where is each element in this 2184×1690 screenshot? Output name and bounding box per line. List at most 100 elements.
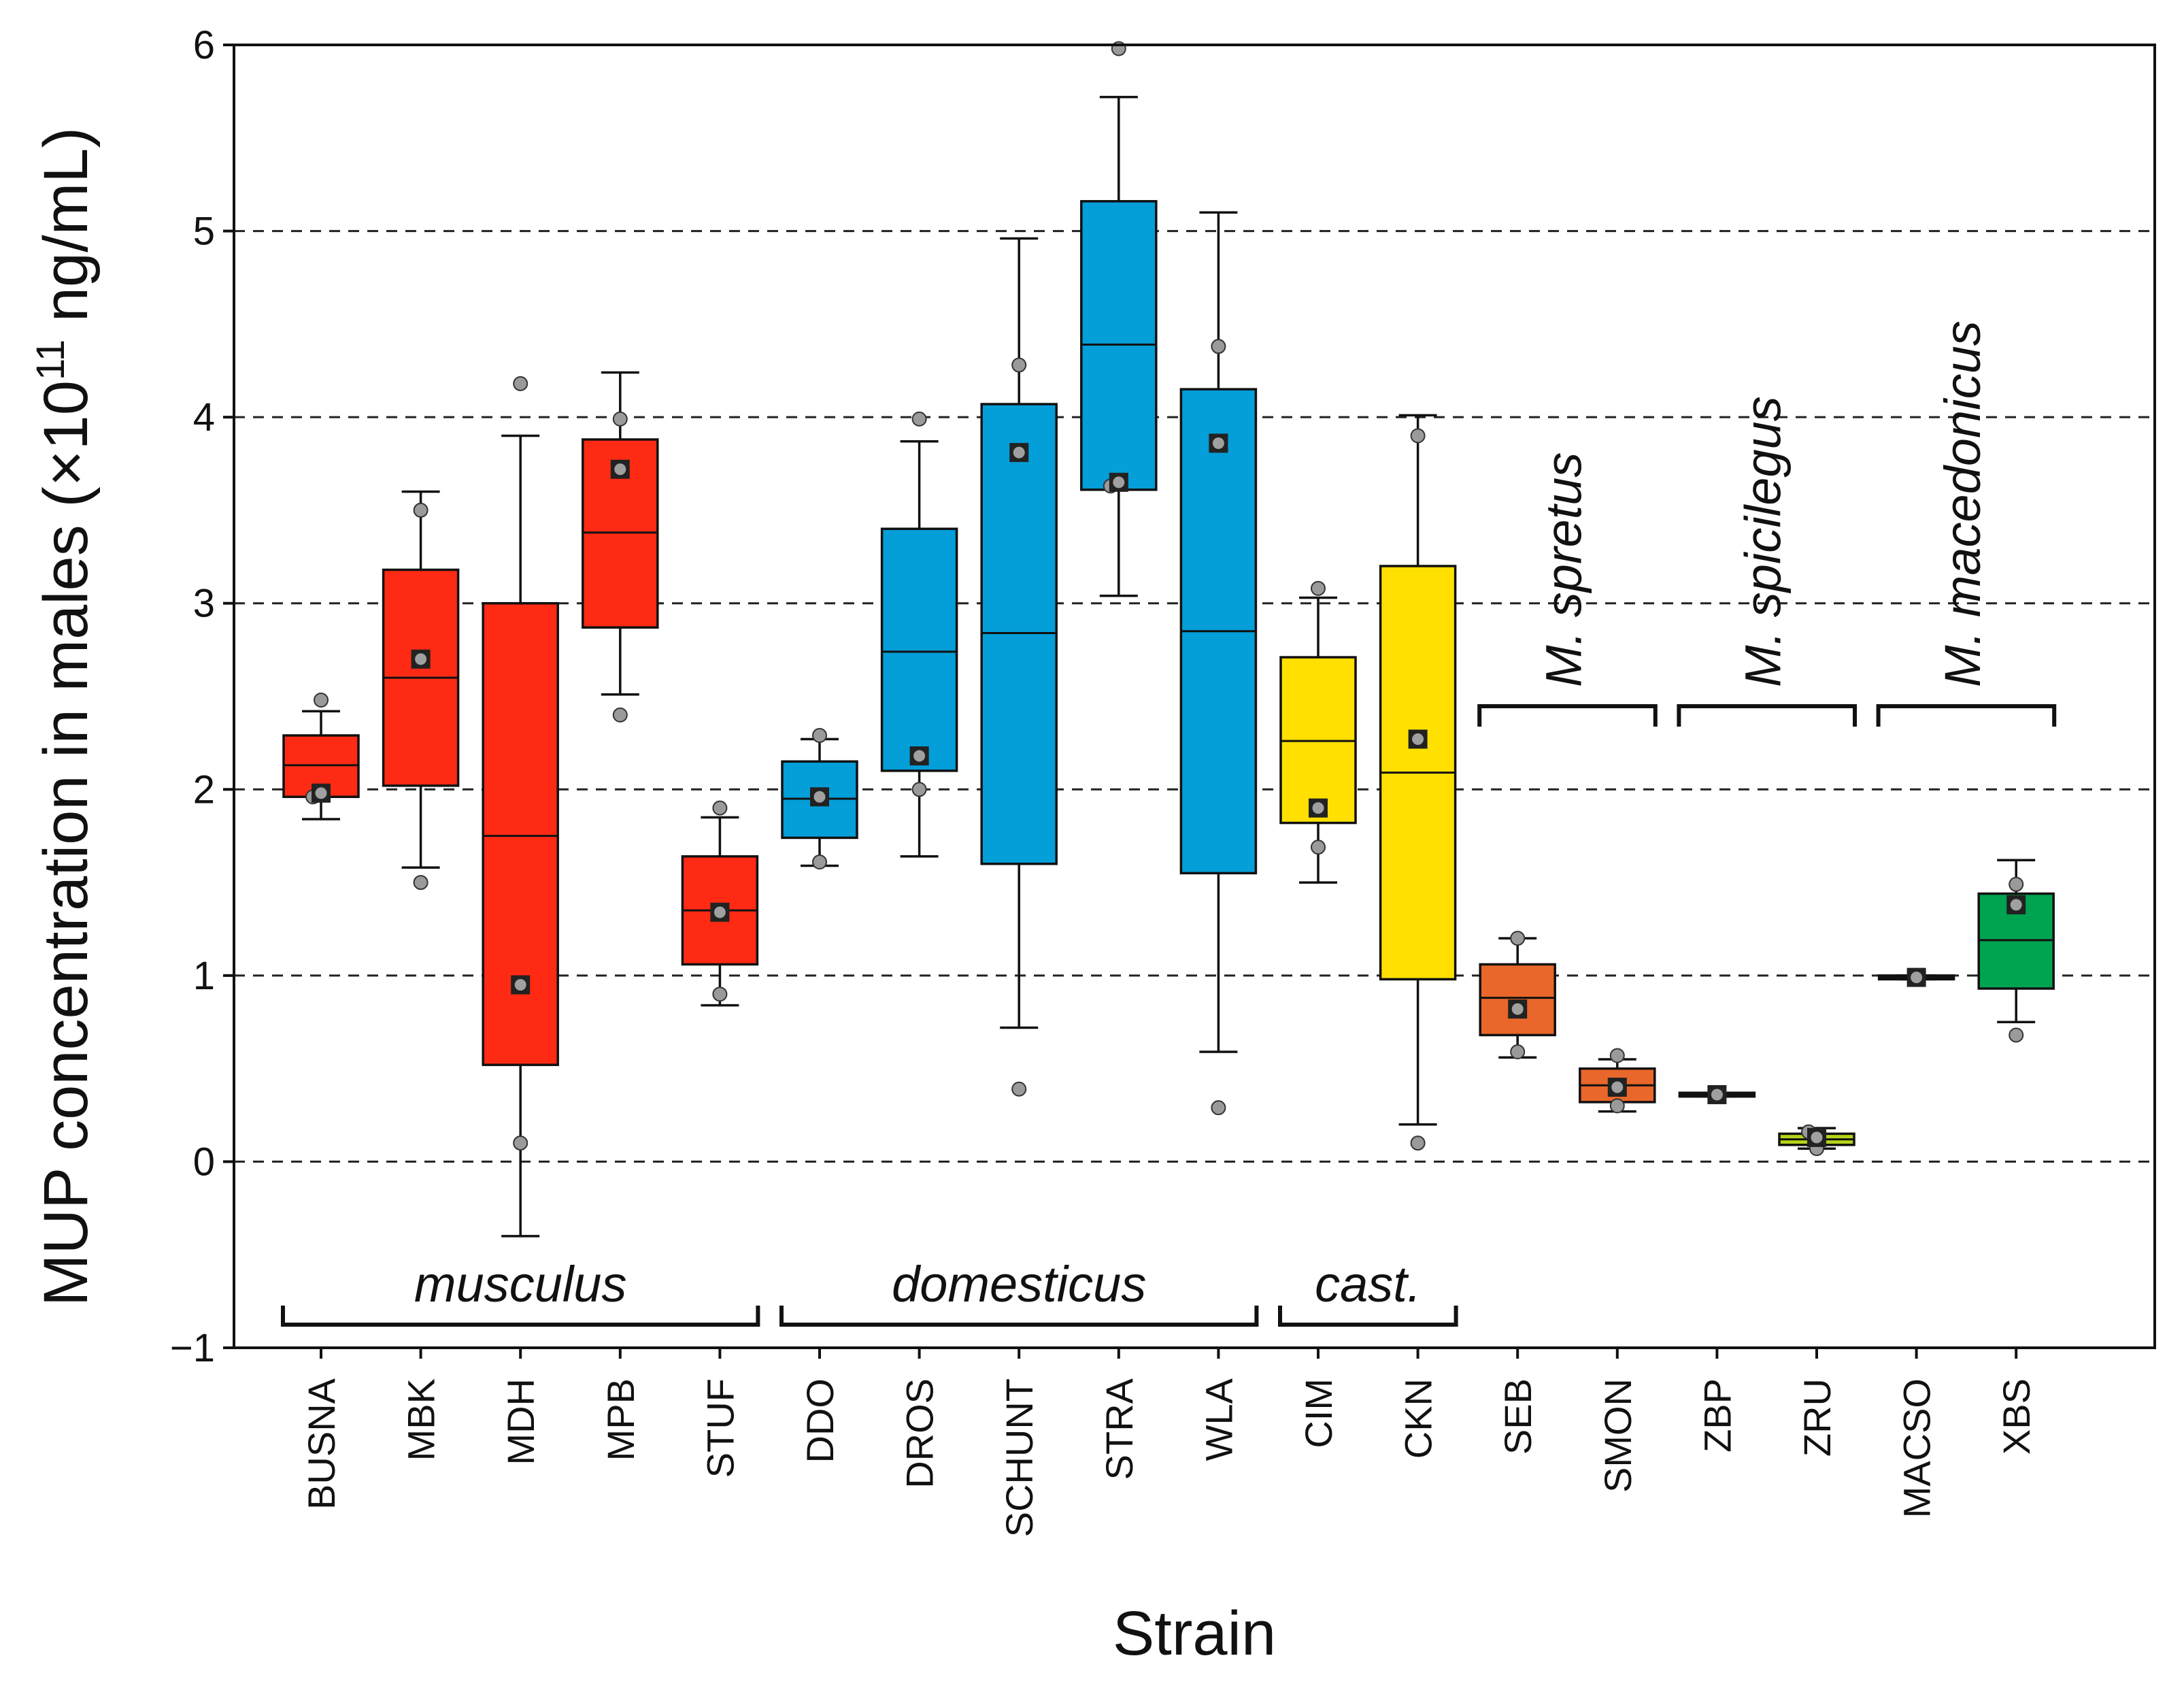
data-point bbox=[1211, 339, 1226, 354]
data-point bbox=[1410, 428, 1426, 444]
y-axis-title: MUP concentration in males (×1011 ng/mL) bbox=[29, 127, 101, 1306]
data-point bbox=[712, 800, 728, 816]
box-mbk bbox=[382, 490, 460, 891]
group-brackets: musculus domesticus cast. M. spretus M. spic… bbox=[281, 320, 2057, 1327]
data-point bbox=[1211, 1100, 1226, 1116]
box-ddo bbox=[781, 727, 858, 869]
mean-dot bbox=[315, 787, 327, 799]
mean-dot bbox=[1412, 733, 1424, 745]
box-stuf bbox=[681, 800, 759, 1007]
data-point bbox=[1011, 357, 1027, 373]
box-xbs bbox=[1977, 859, 2055, 1043]
bracket-line bbox=[1876, 704, 2057, 727]
bracket-mspretus: M. spretus bbox=[1477, 452, 1658, 727]
y-tick-label: 4 bbox=[193, 395, 215, 440]
y-axis-title-end: ng/mL) bbox=[31, 127, 101, 339]
box-wla bbox=[1179, 211, 1258, 1116]
box-dros bbox=[880, 411, 958, 858]
x-tick-label-macso: MACSO bbox=[1896, 1378, 1938, 1518]
box-mdh bbox=[482, 376, 559, 1238]
y-axis-title-main: MUP concentration in males (×10 bbox=[31, 380, 101, 1306]
y-tick-label: −1 bbox=[170, 1326, 215, 1370]
data-point bbox=[1311, 840, 1326, 855]
y-tick-label: 5 bbox=[193, 210, 215, 254]
plot-frame bbox=[233, 44, 2156, 1349]
data-point bbox=[1609, 1048, 1625, 1063]
bracket-line bbox=[1677, 704, 1857, 727]
data-point bbox=[2009, 876, 2024, 892]
bracket-label: M. spretus bbox=[1536, 452, 1592, 687]
mean-dot bbox=[1113, 476, 1125, 488]
bracket-label: M. macedonicus bbox=[1934, 320, 1991, 687]
x-tick-label-seb: SEB bbox=[1496, 1378, 1539, 1455]
data-point bbox=[612, 707, 628, 723]
data-point bbox=[413, 875, 429, 891]
x-tick-label-busna: BUSNA bbox=[300, 1378, 343, 1510]
box-mpb bbox=[582, 371, 659, 723]
data-point bbox=[1609, 1098, 1625, 1114]
y-tick-label: 6 bbox=[193, 23, 215, 67]
bracket-mspicilegus: M. spicilegus bbox=[1677, 396, 1857, 727]
box-cim bbox=[1279, 580, 1357, 884]
data-point bbox=[413, 502, 429, 518]
box-rect bbox=[482, 601, 559, 1066]
y-tick-label: 0 bbox=[193, 1140, 215, 1184]
box-macso bbox=[1877, 967, 1955, 987]
data-point bbox=[314, 692, 329, 708]
x-tick-label-zbp: ZBP bbox=[1696, 1378, 1738, 1453]
x-tick-label-dros: DROS bbox=[898, 1378, 941, 1489]
mean-dot bbox=[2010, 899, 2022, 911]
data-point bbox=[1510, 1044, 1526, 1060]
box-busna bbox=[282, 692, 360, 821]
box-ckn bbox=[1379, 414, 1457, 1151]
bracket-line bbox=[281, 1306, 760, 1327]
data-point bbox=[1311, 580, 1326, 596]
x-tick-label-xbs: XBS bbox=[1995, 1378, 2038, 1455]
data-point bbox=[812, 727, 827, 743]
box-seb bbox=[1479, 931, 1556, 1060]
x-tick-label-wla: WLA bbox=[1197, 1378, 1240, 1461]
box-zbp bbox=[1678, 1084, 1756, 1104]
mean-dot bbox=[1511, 1003, 1524, 1015]
bracket-musculus: musculus bbox=[281, 1256, 760, 1327]
mean-dot bbox=[1811, 1131, 1823, 1144]
mean-dot bbox=[1611, 1081, 1624, 1093]
x-tick-label-zru: ZRU bbox=[1796, 1378, 1838, 1457]
mean-dot bbox=[913, 750, 926, 762]
mean-dot bbox=[1212, 437, 1224, 449]
y-tick-label: 2 bbox=[193, 767, 215, 812]
bracket-mmacedonicus: M. macedonicus bbox=[1876, 320, 2057, 727]
mean-dot bbox=[813, 791, 826, 803]
data-point bbox=[1510, 931, 1526, 946]
data-point bbox=[911, 411, 927, 427]
box-rect bbox=[1479, 963, 1556, 1037]
bracket-line bbox=[779, 1306, 1259, 1327]
data-point bbox=[1410, 1136, 1426, 1151]
box-series bbox=[282, 41, 2055, 1238]
mean-dot bbox=[1013, 446, 1025, 459]
data-point bbox=[513, 1136, 528, 1151]
mean-dot bbox=[614, 463, 626, 476]
x-tick-label-smon: SMON bbox=[1596, 1378, 1639, 1493]
x-tick-label-ddo: DDO bbox=[799, 1378, 841, 1463]
mean-dot bbox=[514, 979, 526, 991]
y-tick-label: 3 bbox=[193, 582, 215, 626]
bracket-domesticus: domesticus bbox=[779, 1256, 1259, 1327]
data-point bbox=[612, 411, 628, 427]
x-tick-label-stuf: STUF bbox=[699, 1378, 741, 1478]
data-point bbox=[2009, 1027, 2024, 1043]
box-rect bbox=[880, 527, 958, 772]
x-axis-title: Strain bbox=[1113, 1599, 1276, 1668]
x-tick-label-mdh: MDH bbox=[499, 1378, 542, 1465]
bracket-line bbox=[1278, 1306, 1458, 1327]
y-tick-label: 1 bbox=[193, 954, 215, 998]
data-point bbox=[513, 376, 528, 391]
box-stra bbox=[1080, 41, 1158, 597]
x-tick-label-mpb: MPB bbox=[599, 1378, 642, 1461]
box-smon bbox=[1579, 1048, 1656, 1114]
x-tick-label-ckn: CKN bbox=[1397, 1378, 1440, 1459]
data-point bbox=[911, 782, 927, 797]
x-tick-label-cim: CIM bbox=[1297, 1378, 1340, 1448]
box-zru bbox=[1778, 1124, 1855, 1157]
